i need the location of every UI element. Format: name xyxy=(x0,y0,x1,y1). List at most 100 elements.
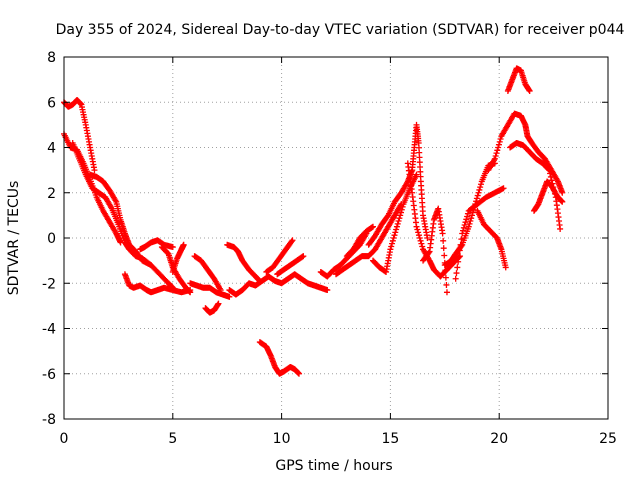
data-point-marker xyxy=(226,293,233,300)
data-point-marker xyxy=(419,243,426,250)
data-point-marker xyxy=(442,267,449,274)
y-tick-label: 8 xyxy=(47,50,56,66)
data-point-marker xyxy=(496,138,503,145)
data-point-marker xyxy=(443,289,450,296)
data-point-marker xyxy=(413,171,420,178)
series-trace-19 xyxy=(343,223,376,260)
data-point-marker xyxy=(324,287,331,294)
data-point-marker xyxy=(547,170,554,177)
data-point-marker xyxy=(395,218,402,225)
series-trace-20 xyxy=(365,167,416,248)
data-point-marker xyxy=(390,235,397,241)
data-point-marker xyxy=(497,136,504,143)
data-point-marker xyxy=(473,195,480,202)
data-point-marker xyxy=(559,189,566,196)
data-point-marker xyxy=(393,226,400,233)
series-trace-14 xyxy=(256,339,303,377)
grid xyxy=(64,57,608,419)
data-point-marker xyxy=(388,243,395,250)
data-point-marker xyxy=(474,192,481,199)
data-point-marker xyxy=(491,155,498,162)
x-tick-label: 15 xyxy=(381,431,399,447)
data-point-marker xyxy=(464,210,471,217)
series-trace-18 xyxy=(333,201,405,278)
data-point-marker xyxy=(547,173,554,180)
series-trace-16 xyxy=(274,253,307,278)
data-point-marker xyxy=(289,237,296,244)
series-trace-12 xyxy=(224,241,263,284)
data-point-marker xyxy=(452,275,459,282)
x-axis-label: GPS time / hours xyxy=(275,458,392,474)
data-point-marker xyxy=(180,241,187,248)
x-tick-label: 25 xyxy=(599,431,617,447)
data-point-marker xyxy=(462,219,469,226)
data-point-marker xyxy=(425,249,432,256)
data-point-marker xyxy=(494,147,501,154)
data-point-marker xyxy=(415,232,422,239)
data-point-marker xyxy=(477,181,484,188)
data-point-marker xyxy=(493,150,500,157)
data-point-marker xyxy=(477,184,484,191)
data-point-marker xyxy=(369,223,376,230)
data-point-marker xyxy=(399,203,406,210)
series-trace-15 xyxy=(263,237,296,275)
data-point-marker xyxy=(389,237,396,244)
series-trace-13 xyxy=(226,271,331,298)
y-axis-label: SDTVAR / TECUs xyxy=(6,181,22,296)
data-point-marker xyxy=(288,238,295,245)
data-point-marker xyxy=(453,270,460,277)
data-point-marker xyxy=(465,223,472,230)
data-point-marker xyxy=(391,232,398,239)
data-point-marker xyxy=(215,300,222,307)
data-point-marker xyxy=(439,230,446,237)
series-trace-10 xyxy=(187,280,233,300)
y-tick-label: 2 xyxy=(47,186,56,202)
series-trace-11 xyxy=(202,300,222,316)
data-point-marker xyxy=(394,220,401,227)
data-point-marker xyxy=(455,253,462,260)
data-point-marker xyxy=(387,246,394,253)
data-point-marker xyxy=(398,209,405,216)
data-point-marker xyxy=(392,229,399,236)
data-point-marker xyxy=(418,240,425,247)
data-point-marker xyxy=(559,198,566,205)
y-tick-label: -4 xyxy=(42,322,56,338)
data-point-marker xyxy=(468,215,475,222)
series-trace-9 xyxy=(191,253,224,294)
data-point-marker xyxy=(396,215,403,222)
data-point-marker xyxy=(458,236,465,243)
series-trace-31 xyxy=(531,178,566,214)
data-point-marker xyxy=(187,289,194,296)
data-point-marker xyxy=(545,166,552,173)
series-trace-5 xyxy=(121,271,194,296)
data-point-marker xyxy=(476,186,483,193)
data-point-marker xyxy=(414,226,421,233)
data-point-marker xyxy=(502,264,509,271)
series-trace-30 xyxy=(507,139,564,232)
series-trace-24 xyxy=(420,205,450,296)
y-tick-label: -8 xyxy=(42,412,56,428)
data-point-marker xyxy=(500,185,507,192)
data-point-marker xyxy=(442,274,449,281)
series-trace-26 xyxy=(452,185,507,282)
data-point-marker xyxy=(464,213,471,220)
y-tick-label: -2 xyxy=(42,276,56,292)
data-point-marker xyxy=(443,281,450,288)
data-points xyxy=(61,65,566,377)
y-tick-label: 6 xyxy=(47,95,56,111)
data-point-marker xyxy=(455,258,462,265)
data-point-marker xyxy=(454,264,461,271)
data-point-marker xyxy=(397,212,404,219)
data-point-marker xyxy=(459,230,466,237)
data-point-marker xyxy=(461,221,468,228)
data-point-marker xyxy=(413,223,420,230)
data-point-marker xyxy=(441,252,448,259)
data-point-marker xyxy=(526,87,533,94)
data-point-marker xyxy=(457,241,464,248)
data-point-marker xyxy=(91,167,98,174)
data-point-marker xyxy=(495,144,502,151)
data-point-marker xyxy=(548,177,555,184)
series-trace-27 xyxy=(474,207,509,271)
chart-title: Day 355 of 2024, Sidereal Day-to-day VTE… xyxy=(56,22,625,38)
